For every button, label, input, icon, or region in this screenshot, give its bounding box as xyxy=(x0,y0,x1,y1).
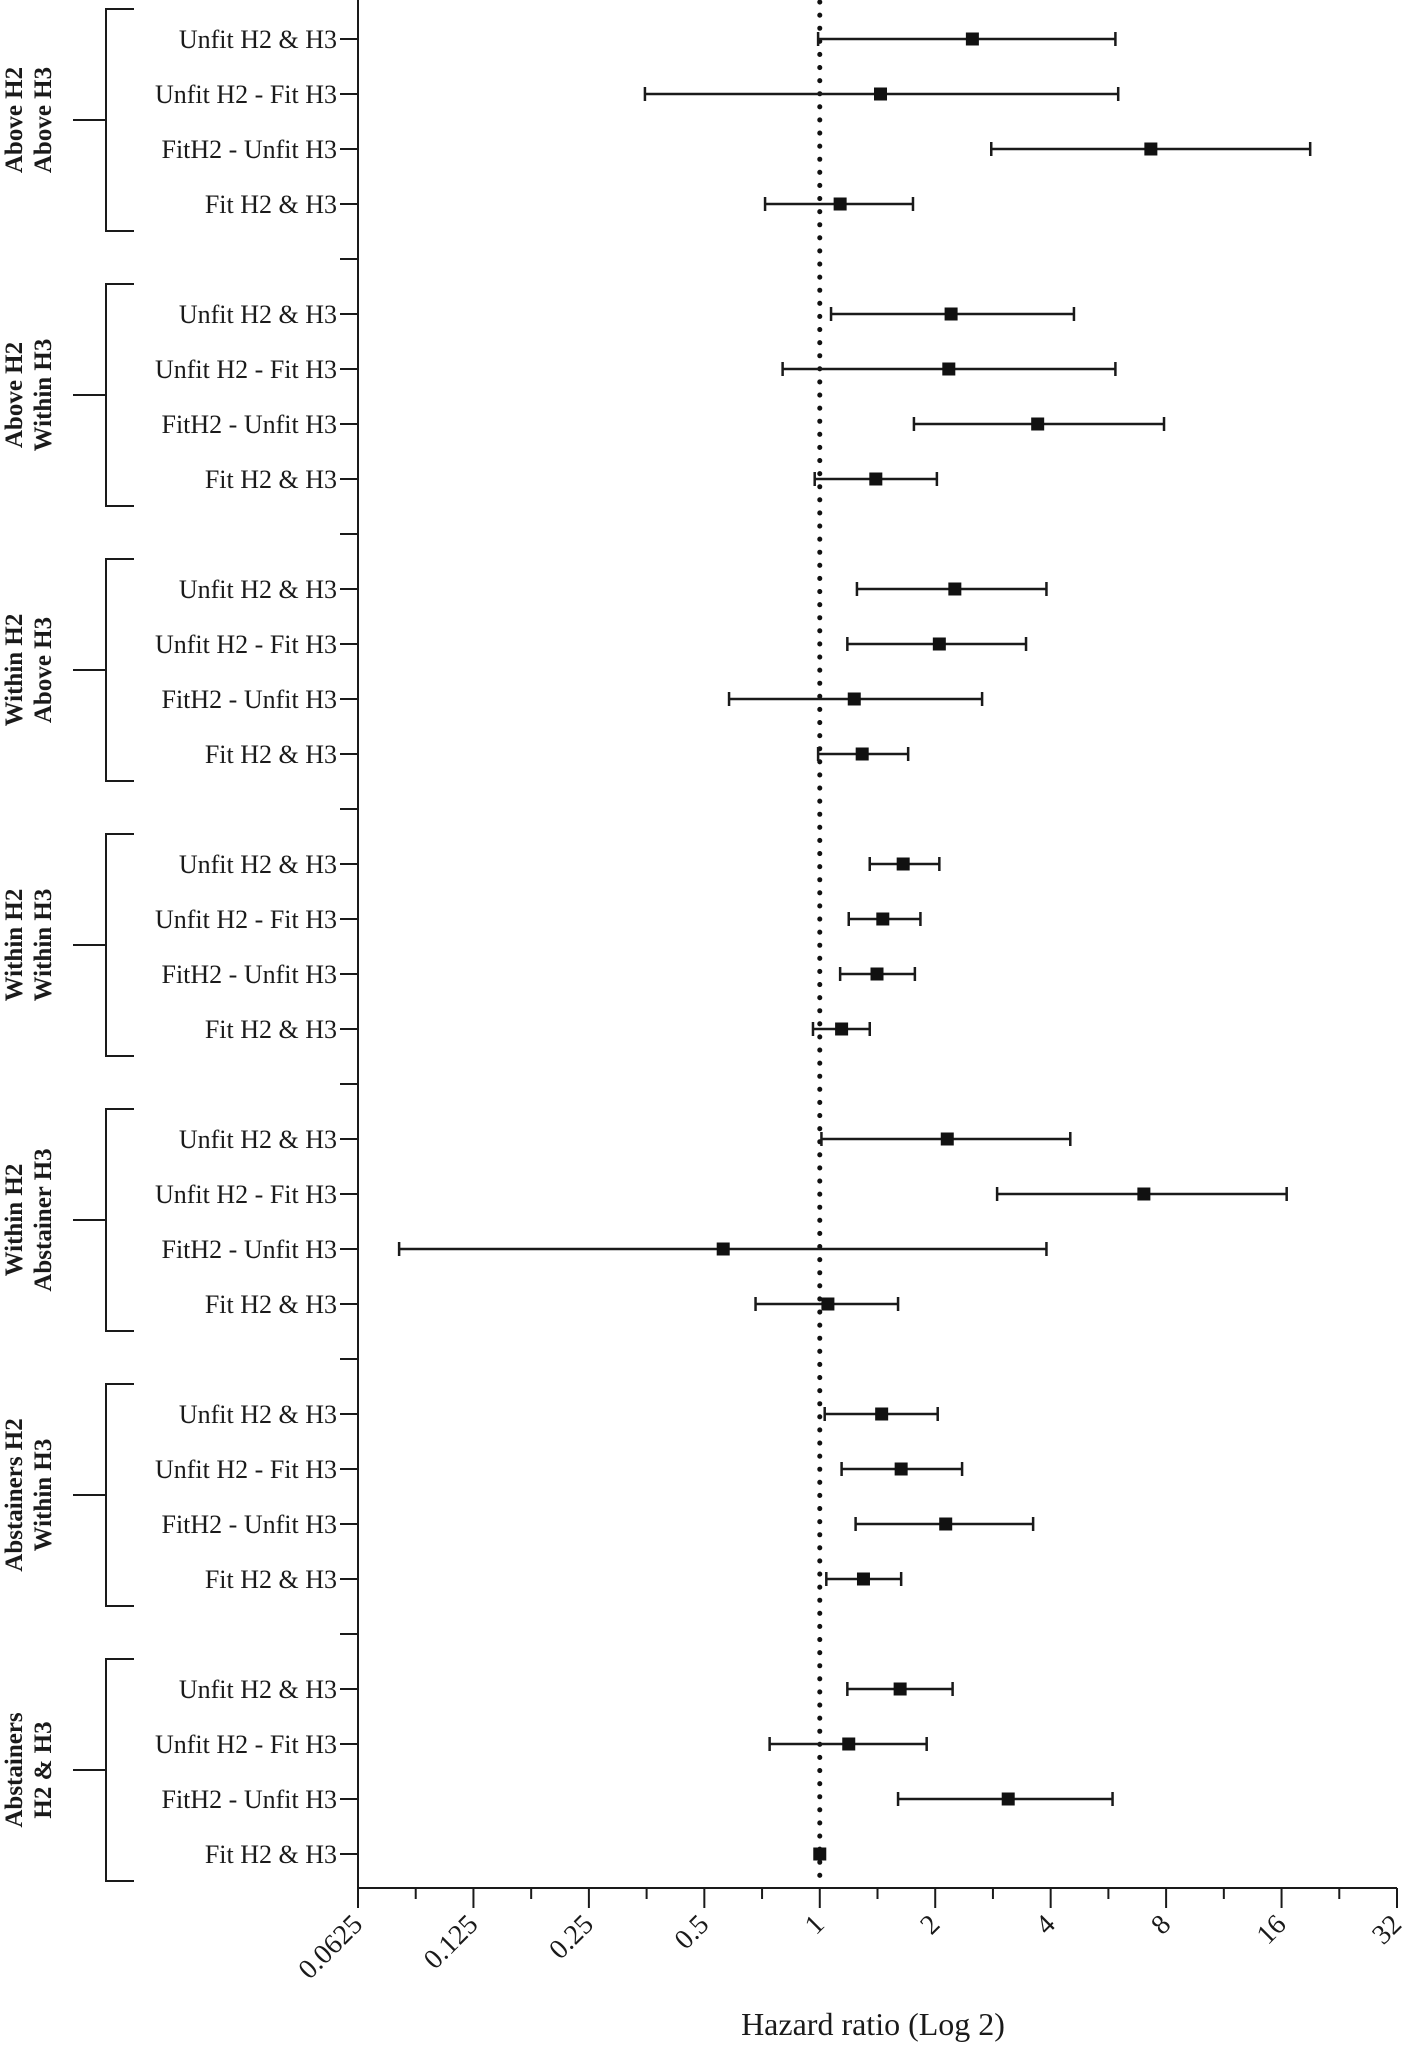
row-label: FitH2 - Unfit H3 xyxy=(162,1235,338,1264)
row-label: Fit H2 & H3 xyxy=(205,1290,337,1319)
row-label: Unfit H2 & H3 xyxy=(179,575,337,604)
row-label: Fit H2 & H3 xyxy=(205,465,337,494)
hazard-ratio-point xyxy=(874,87,888,101)
hazard-ratio-point xyxy=(948,582,962,596)
group-bracket xyxy=(105,8,134,232)
hazard-ratio-point xyxy=(855,747,869,761)
row-label: Unfit H2 - Fit H3 xyxy=(155,630,337,659)
hazard-ratio-point xyxy=(813,1847,827,1861)
hazard-ratio-point xyxy=(1031,417,1045,431)
group-bracket xyxy=(105,1108,134,1332)
hazard-ratio-point xyxy=(716,1242,730,1256)
group-bracket xyxy=(105,1383,134,1607)
row-label: Unfit H2 - Fit H3 xyxy=(155,1180,337,1209)
x-tick-label-8: 16 xyxy=(1251,1909,1293,1951)
row-label: Fit H2 & H3 xyxy=(205,740,337,769)
row-label: Fit H2 & H3 xyxy=(205,1565,337,1594)
row-label: Unfit H2 - Fit H3 xyxy=(155,355,337,384)
row-label: Unfit H2 & H3 xyxy=(179,1675,337,1704)
hazard-ratio-point xyxy=(842,1737,856,1751)
hazard-ratio-point xyxy=(856,1572,870,1586)
row-label: Unfit H2 & H3 xyxy=(179,300,337,329)
x-tick-label-1: 0.125 xyxy=(418,1909,484,1975)
x-tick-label-9: 32 xyxy=(1366,1909,1406,1951)
row-label: Unfit H2 - Fit H3 xyxy=(155,1730,337,1759)
x-tick-label-7: 8 xyxy=(1145,1909,1177,1941)
row-label: Fit H2 & H3 xyxy=(205,190,337,219)
hazard-ratio-point xyxy=(942,362,956,376)
group-label: Above H2 xyxy=(1,342,28,448)
group-bracket xyxy=(105,283,134,507)
hazard-ratio-point xyxy=(869,472,883,486)
row-label: Unfit H2 & H3 xyxy=(179,25,337,54)
group-label: Above H2 xyxy=(1,67,28,173)
row-label: FitH2 - Unfit H3 xyxy=(162,410,338,439)
hazard-ratio-point xyxy=(896,857,910,871)
hazard-ratio-point xyxy=(939,1517,953,1531)
hazard-ratio-point xyxy=(932,637,946,651)
group-bracket xyxy=(105,833,134,1057)
x-tick-label-3: 0.5 xyxy=(669,1909,716,1956)
row-label: Unfit H2 & H3 xyxy=(179,1400,337,1429)
rows: Unfit H2 & H3 Unfit H2 - Fit H3 FitH2 - Un… xyxy=(155,25,1312,1869)
axes: 0.0625 0.125 0.25 0.5 1 2 4 8 16 32 xyxy=(293,0,1406,1985)
group-label: Above H3 xyxy=(30,67,57,173)
x-tick-label-2: 0.25 xyxy=(543,1909,600,1966)
row-label: FitH2 - Unfit H3 xyxy=(162,1785,338,1814)
group-label: H2 & H3 xyxy=(30,1721,57,1818)
hazard-ratio-point xyxy=(965,32,979,46)
hazard-ratio-point xyxy=(821,1297,835,1311)
hazard-ratio-point xyxy=(835,1022,849,1036)
hazard-ratio-point xyxy=(894,1462,908,1476)
hazard-ratio-point xyxy=(893,1682,907,1696)
row-label: Unfit H2 - Fit H3 xyxy=(155,80,337,109)
group-label: Abstainers H2 xyxy=(1,1418,28,1571)
hazard-ratio-point xyxy=(870,967,884,981)
x-tick-label-5: 2 xyxy=(914,1909,946,1941)
group-label: Within H3 xyxy=(30,1439,57,1552)
hazard-ratio-point xyxy=(833,197,847,211)
group-label: Within H3 xyxy=(30,339,57,452)
x-tick-label-4: 1 xyxy=(799,1909,831,1941)
group-label: Above H3 xyxy=(30,617,57,723)
group-label: Abstainers xyxy=(1,1712,28,1828)
row-label: Fit H2 & H3 xyxy=(205,1840,337,1869)
hazard-ratio-point xyxy=(875,1407,889,1421)
group-label: Within H3 xyxy=(30,889,57,1002)
group-label: Within H2 xyxy=(1,889,28,1002)
row-label: Unfit H2 & H3 xyxy=(179,850,337,879)
x-tick-label-6: 4 xyxy=(1030,1909,1062,1941)
hazard-ratio-point xyxy=(1001,1792,1015,1806)
group-bracket xyxy=(105,558,134,782)
row-label: Unfit H2 - Fit H3 xyxy=(155,1455,337,1484)
hazard-ratio-point xyxy=(944,307,958,321)
row-label: Unfit H2 - Fit H3 xyxy=(155,905,337,934)
row-label: FitH2 - Unfit H3 xyxy=(162,960,338,989)
x-tick-label-0: 0.0625 xyxy=(293,1909,369,1985)
group-label: Within H2 xyxy=(1,614,28,727)
group-label: Within H2 xyxy=(1,1164,28,1277)
hazard-ratio-point xyxy=(876,912,890,926)
hazard-ratio-point xyxy=(847,692,861,706)
row-label: FitH2 - Unfit H3 xyxy=(162,685,338,714)
row-label: Fit H2 & H3 xyxy=(205,1015,337,1044)
group-bracket xyxy=(105,1658,134,1882)
hazard-ratio-point xyxy=(1144,142,1158,156)
row-label: Unfit H2 & H3 xyxy=(179,1125,337,1154)
x-axis-title: Hazard ratio (Log 2) xyxy=(741,2006,1005,2042)
row-label: FitH2 - Unfit H3 xyxy=(162,135,338,164)
hazard-ratio-point xyxy=(1137,1187,1151,1201)
hazard-ratio-point xyxy=(940,1132,954,1146)
group-label: Abstainer H3 xyxy=(30,1148,57,1291)
row-label: FitH2 - Unfit H3 xyxy=(162,1510,338,1539)
